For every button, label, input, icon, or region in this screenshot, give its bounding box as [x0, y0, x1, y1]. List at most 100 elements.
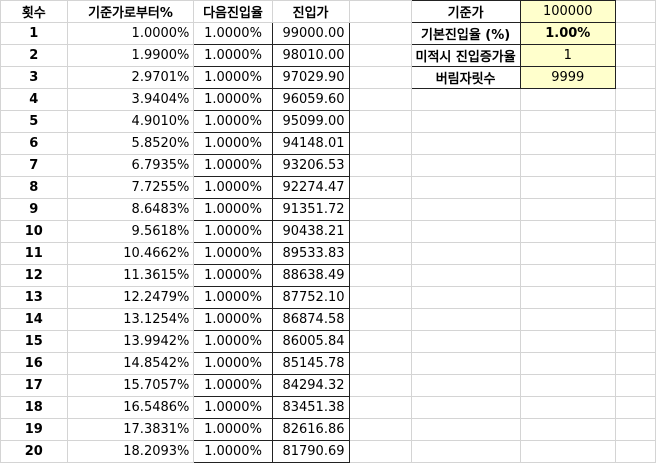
row-number[interactable]: 4 [0, 88, 68, 111]
cell-next-rate[interactable]: 1.0000% [193, 286, 273, 309]
empty-cell[interactable] [614, 66, 656, 89]
empty-cell[interactable] [614, 396, 656, 419]
cell-entry-price[interactable]: 82616.86 [271, 418, 350, 441]
cell-next-rate[interactable]: 1.0000% [193, 396, 273, 419]
empty-cell[interactable] [519, 396, 616, 419]
empty-cell[interactable] [614, 176, 656, 199]
empty-cell[interactable] [614, 22, 656, 45]
empty-cell[interactable] [614, 242, 656, 265]
cell-next-rate[interactable]: 1.0000% [193, 330, 273, 353]
empty-cell[interactable] [348, 220, 412, 243]
cell-entry-price[interactable]: 87752.10 [271, 286, 350, 309]
cell-from-base[interactable]: 9.5618% [66, 220, 195, 243]
header-next-rate[interactable]: 다음진입율 [193, 0, 273, 23]
header-count[interactable]: 횟수 [0, 0, 68, 23]
cell-entry-price[interactable]: 86874.58 [271, 308, 350, 331]
cell-from-base[interactable]: 10.4662% [66, 242, 195, 265]
cell-from-base[interactable]: 17.3831% [66, 418, 195, 441]
empty-cell[interactable] [410, 330, 521, 353]
empty-cell[interactable] [519, 220, 616, 243]
cell-from-base[interactable]: 18.2093% [66, 440, 195, 463]
empty-cell[interactable] [410, 132, 521, 155]
empty-cell[interactable] [614, 220, 656, 243]
cell-next-rate[interactable]: 1.0000% [193, 220, 273, 243]
cell-entry-price[interactable]: 93206.53 [271, 154, 350, 177]
cell-from-base[interactable]: 3.9404% [66, 88, 195, 111]
cell-entry-price[interactable]: 98010.00 [271, 44, 350, 67]
empty-cell[interactable] [348, 198, 412, 221]
empty-cell[interactable] [348, 264, 412, 287]
info-value[interactable]: 100000 [519, 0, 616, 23]
row-number[interactable]: 2 [0, 44, 68, 67]
empty-cell[interactable] [519, 132, 616, 155]
cell-entry-price[interactable]: 91351.72 [271, 198, 350, 221]
empty-cell[interactable] [519, 352, 616, 375]
header-from-base[interactable]: 기준가로부터% [66, 0, 195, 23]
empty-cell[interactable] [614, 264, 656, 287]
cell-entry-price[interactable]: 89533.83 [271, 242, 350, 265]
empty-cell[interactable] [410, 220, 521, 243]
empty-cell[interactable] [614, 418, 656, 441]
cell-next-rate[interactable]: 1.0000% [193, 44, 273, 67]
empty-cell[interactable] [348, 242, 412, 265]
empty-cell[interactable] [614, 286, 656, 309]
header-entry-price[interactable]: 진입가 [271, 0, 350, 23]
cell-entry-price[interactable]: 85145.78 [271, 352, 350, 375]
cell-entry-price[interactable]: 99000.00 [271, 22, 350, 45]
row-number[interactable]: 18 [0, 396, 68, 419]
empty-cell[interactable] [348, 132, 412, 155]
empty-cell[interactable] [348, 176, 412, 199]
info-label[interactable]: 미적시 진입증가율 [410, 44, 521, 67]
empty-cell[interactable] [348, 110, 412, 133]
empty-cell[interactable] [519, 374, 616, 397]
row-number[interactable]: 20 [0, 440, 68, 463]
empty-cell[interactable] [348, 308, 412, 331]
empty-cell[interactable] [410, 154, 521, 177]
row-number[interactable]: 15 [0, 330, 68, 353]
cell-entry-price[interactable]: 86005.84 [271, 330, 350, 353]
cell-from-base[interactable]: 4.9010% [66, 110, 195, 133]
empty-cell[interactable] [410, 352, 521, 375]
cell-from-base[interactable]: 13.9942% [66, 330, 195, 353]
cell-next-rate[interactable]: 1.0000% [193, 440, 273, 463]
empty-cell[interactable] [410, 374, 521, 397]
empty-cell[interactable] [519, 418, 616, 441]
cell-next-rate[interactable]: 1.0000% [193, 198, 273, 221]
cell-next-rate[interactable]: 1.0000% [193, 374, 273, 397]
empty-cell[interactable] [519, 308, 616, 331]
cell-next-rate[interactable]: 1.0000% [193, 88, 273, 111]
empty-cell[interactable] [348, 0, 412, 23]
row-number[interactable]: 10 [0, 220, 68, 243]
info-value[interactable]: 1.00% [519, 22, 616, 45]
row-number[interactable]: 6 [0, 132, 68, 155]
empty-cell[interactable] [614, 88, 656, 111]
cell-entry-price[interactable]: 90438.21 [271, 220, 350, 243]
empty-cell[interactable] [614, 352, 656, 375]
cell-from-base[interactable]: 7.7255% [66, 176, 195, 199]
empty-cell[interactable] [348, 286, 412, 309]
cell-from-base[interactable]: 14.8542% [66, 352, 195, 375]
row-number[interactable]: 1 [0, 22, 68, 45]
info-label[interactable]: 기준가 [410, 0, 521, 23]
empty-cell[interactable] [348, 66, 412, 89]
empty-cell[interactable] [410, 286, 521, 309]
empty-cell[interactable] [519, 286, 616, 309]
info-value[interactable]: 9999 [519, 66, 616, 89]
empty-cell[interactable] [614, 330, 656, 353]
empty-cell[interactable] [348, 154, 412, 177]
row-number[interactable]: 8 [0, 176, 68, 199]
empty-cell[interactable] [348, 374, 412, 397]
empty-cell[interactable] [614, 154, 656, 177]
cell-entry-price[interactable]: 83451.38 [271, 396, 350, 419]
empty-cell[interactable] [410, 110, 521, 133]
cell-from-base[interactable]: 12.2479% [66, 286, 195, 309]
row-number[interactable]: 13 [0, 286, 68, 309]
cell-from-base[interactable]: 15.7057% [66, 374, 195, 397]
empty-cell[interactable] [519, 330, 616, 353]
row-number[interactable]: 17 [0, 374, 68, 397]
empty-cell[interactable] [519, 88, 616, 111]
info-value[interactable]: 1 [519, 44, 616, 67]
cell-entry-price[interactable]: 92274.47 [271, 176, 350, 199]
empty-cell[interactable] [614, 198, 656, 221]
empty-cell[interactable] [614, 308, 656, 331]
